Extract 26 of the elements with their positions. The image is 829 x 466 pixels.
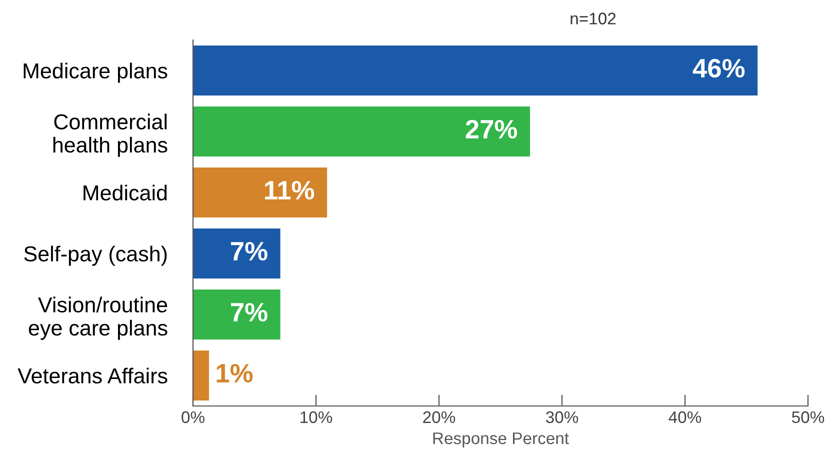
data-label: 7%	[231, 242, 268, 261]
bar	[193, 228, 280, 279]
x-tick-label: 10%	[300, 411, 332, 424]
bar	[193, 350, 209, 401]
data-label: 27%	[466, 120, 518, 139]
y-tick-label: Self-pay (cash)	[24, 246, 167, 266]
y-tick-label: Veterans Affairs	[18, 368, 168, 384]
x-tick-label: 40%	[668, 411, 702, 424]
data-label: 46%	[692, 58, 745, 78]
bar	[193, 289, 280, 340]
bar	[193, 45, 758, 96]
bar	[193, 106, 530, 157]
y-tick-label: Commercial health plans	[53, 114, 168, 157]
x-tick-label: 50%	[792, 411, 824, 424]
x-tick-label: 0%	[182, 411, 204, 424]
chart-subtitle: n=102	[570, 12, 616, 24]
data-label: 1%	[216, 364, 253, 383]
x-axis-title: Response Percent	[433, 432, 569, 448]
y-tick-label: Medicare plans	[24, 62, 168, 83]
data-label: 11%	[265, 180, 314, 200]
bar	[193, 167, 328, 218]
x-tick-label: 20%	[423, 411, 456, 424]
y-tick-label: Medicaid	[84, 184, 167, 201]
x-tick-label: 30%	[546, 411, 578, 424]
y-tick-label: Vision/routine eye care plans	[28, 296, 168, 340]
data-label: 7%	[231, 302, 268, 322]
